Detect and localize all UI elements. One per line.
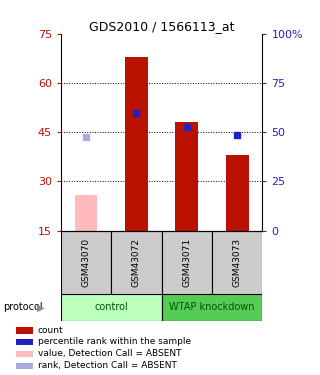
Bar <box>16 351 33 357</box>
Bar <box>61 231 111 294</box>
Bar <box>61 294 162 321</box>
Text: GSM43072: GSM43072 <box>132 238 141 287</box>
Bar <box>212 231 262 294</box>
Title: GDS2010 / 1566113_at: GDS2010 / 1566113_at <box>89 20 234 33</box>
Text: ▶: ▶ <box>37 303 44 312</box>
Text: protocol: protocol <box>3 303 43 312</box>
Text: count: count <box>38 326 63 335</box>
Bar <box>111 231 162 294</box>
Bar <box>162 231 212 294</box>
Bar <box>16 339 33 345</box>
Bar <box>162 294 262 321</box>
Text: control: control <box>94 303 128 312</box>
Bar <box>16 363 33 369</box>
Bar <box>125 57 148 231</box>
Bar <box>175 122 198 231</box>
Bar <box>226 155 249 231</box>
Text: value, Detection Call = ABSENT: value, Detection Call = ABSENT <box>38 349 181 358</box>
Bar <box>75 195 97 231</box>
Text: percentile rank within the sample: percentile rank within the sample <box>38 338 191 346</box>
Bar <box>16 327 33 333</box>
Text: GSM43073: GSM43073 <box>233 238 242 287</box>
Text: WTAP knockdown: WTAP knockdown <box>169 303 255 312</box>
Text: GSM43070: GSM43070 <box>82 238 91 287</box>
Text: rank, Detection Call = ABSENT: rank, Detection Call = ABSENT <box>38 361 177 370</box>
Text: GSM43071: GSM43071 <box>182 238 191 287</box>
